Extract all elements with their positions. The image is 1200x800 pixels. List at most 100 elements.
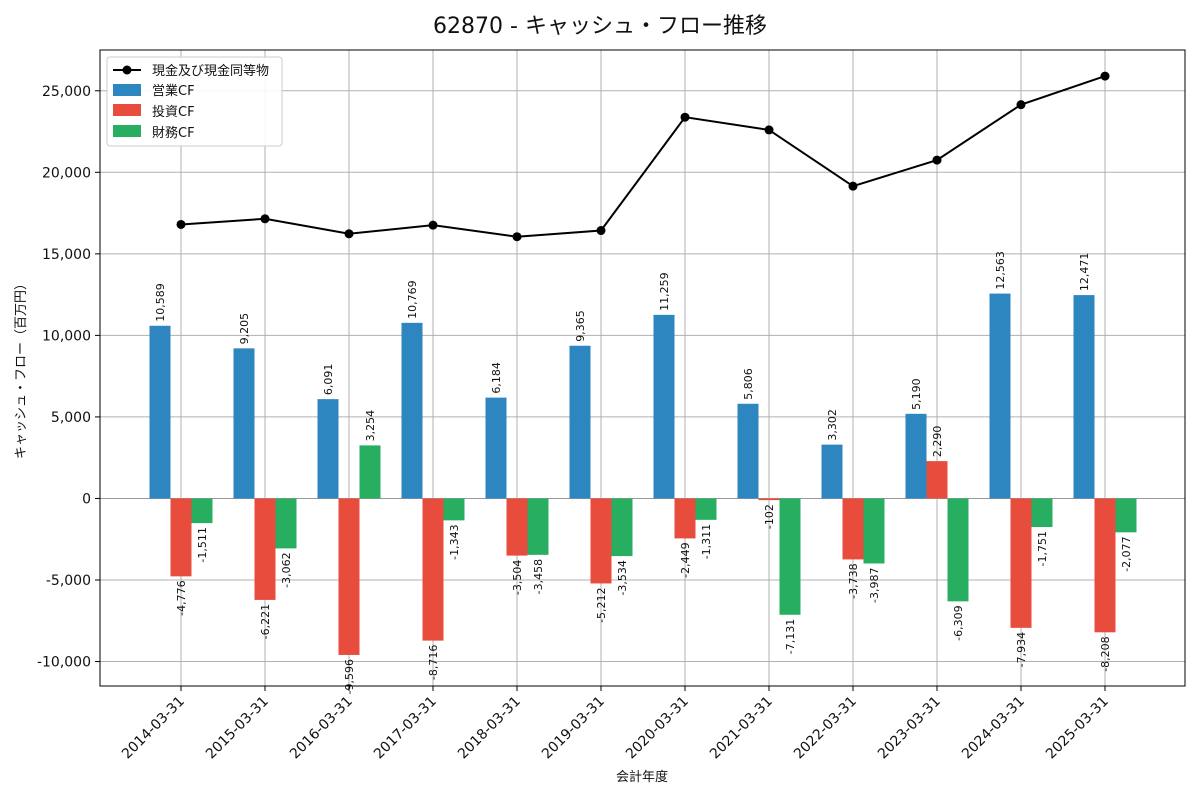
x-axis-label: 会計年度 xyxy=(616,769,668,785)
bar-label-financing: -3,534 xyxy=(616,560,629,595)
bar-label-investing: -6,221 xyxy=(259,604,272,639)
bar-label-operating: 6,184 xyxy=(490,362,503,394)
bar-label-financing: -1,751 xyxy=(1036,531,1049,566)
legend-swatch-operating xyxy=(113,84,141,96)
x-tick-label: 2014-03-31 xyxy=(119,694,188,763)
bar-operating xyxy=(317,399,339,499)
bar-financing xyxy=(527,498,549,555)
bar-operating xyxy=(821,444,843,499)
cash-point xyxy=(428,220,438,230)
bar-label-investing: -4,776 xyxy=(175,580,188,615)
bar-operating xyxy=(737,403,759,499)
bar-label-operating: 5,190 xyxy=(910,378,923,410)
x-tick-label: 2023-03-31 xyxy=(875,694,944,763)
bar-label-operating: 3,302 xyxy=(826,409,839,441)
cash-point xyxy=(596,226,606,236)
bar-financing xyxy=(779,498,801,615)
bar-label-operating: 12,563 xyxy=(994,251,1007,290)
bar-label-financing: -1,311 xyxy=(700,524,713,559)
x-tick-label: 2021-03-31 xyxy=(707,694,776,763)
bar-label-operating: 12,471 xyxy=(1078,253,1091,292)
y-tick-label: 25,000 xyxy=(42,84,91,100)
bar-label-financing: -7,131 xyxy=(784,619,797,654)
x-tick-label: 2020-03-31 xyxy=(623,694,692,763)
bar-operating xyxy=(1073,295,1095,499)
bar-label-investing: -5,212 xyxy=(595,587,608,622)
bar-operating xyxy=(569,345,591,499)
y-axis-label: キャッシュ・フロー（百万円） xyxy=(14,277,29,459)
bar-label-operating: 9,205 xyxy=(238,313,251,345)
bars xyxy=(149,293,1137,655)
cash-point xyxy=(932,155,942,165)
bar-investing xyxy=(590,498,612,584)
y-tick-label: 15,000 xyxy=(42,247,91,263)
chart-title: 62870 - キャッシュ・フロー推移 xyxy=(433,14,767,39)
y-tick-label: 5,000 xyxy=(51,410,91,426)
bar-label-operating: 9,365 xyxy=(574,310,587,342)
bar-investing xyxy=(1010,498,1032,628)
cash-point xyxy=(1100,71,1110,81)
bar-label-investing: -7,934 xyxy=(1015,632,1028,667)
bar-operating xyxy=(905,413,927,499)
cash-series-line xyxy=(180,75,1106,238)
legend-label-cash: 現金及び現金同等物 xyxy=(152,63,269,79)
bar-investing xyxy=(842,498,864,560)
bar-operating xyxy=(989,293,1011,499)
bar-label-investing: -102 xyxy=(763,504,776,529)
y-tick-label: 0 xyxy=(82,491,91,507)
cash-point xyxy=(680,112,690,122)
bar-operating xyxy=(233,348,255,499)
x-tick-label: 2018-03-31 xyxy=(455,694,524,763)
bar-investing xyxy=(170,498,192,577)
bar-financing xyxy=(1115,498,1137,533)
bar-label-investing: -2,449 xyxy=(679,542,692,577)
cash-point xyxy=(512,232,522,242)
legend-label-operating: 営業CF xyxy=(152,83,195,99)
legend-label-investing: 投資CF xyxy=(152,104,195,120)
bar-label-financing: -2,077 xyxy=(1120,536,1133,571)
x-tick-label: 2017-03-31 xyxy=(371,694,440,763)
cash-point xyxy=(260,214,270,224)
x-tick-label: 2016-03-31 xyxy=(287,694,356,763)
cash-point xyxy=(1016,100,1026,110)
bar-label-financing: -6,309 xyxy=(952,605,965,640)
bar-label-operating: 5,806 xyxy=(742,368,755,400)
cash-line xyxy=(176,71,1110,242)
legend-swatch-investing xyxy=(113,104,141,116)
x-tick-label: 2015-03-31 xyxy=(203,694,272,763)
bar-investing xyxy=(422,498,444,641)
bar-label-investing: -3,504 xyxy=(511,560,524,595)
bar-financing xyxy=(611,498,633,557)
bar-label-investing: -3,738 xyxy=(847,563,860,598)
bar-labels: 10,589 9,205 6,091 10,769 6,184 9,365 11,259 5,… xyxy=(154,251,1133,694)
y-tick-label: 10,000 xyxy=(42,328,91,344)
bar-financing xyxy=(695,498,717,520)
bar-financing xyxy=(443,498,465,521)
bar-operating xyxy=(401,322,423,499)
bar-financing xyxy=(947,498,969,602)
bar-financing xyxy=(359,445,381,499)
legend-box xyxy=(106,56,283,147)
bar-investing xyxy=(674,498,696,539)
cash-point xyxy=(848,181,858,191)
cash-point xyxy=(764,125,774,135)
bar-financing xyxy=(1031,498,1053,528)
bar-investing xyxy=(758,498,780,501)
bar-investing xyxy=(1094,498,1116,633)
bar-financing xyxy=(191,498,213,524)
x-tick-label: 2019-03-31 xyxy=(539,694,608,763)
legend-swatch-financing xyxy=(113,125,141,137)
bar-investing xyxy=(926,461,948,499)
bar-label-operating: 10,589 xyxy=(154,283,167,322)
y-tick-label: -5,000 xyxy=(46,573,91,589)
bar-label-operating: 6,091 xyxy=(322,364,335,396)
bar-label-operating: 11,259 xyxy=(658,272,671,311)
cash-point xyxy=(344,229,354,239)
bar-label-financing: -1,511 xyxy=(196,527,209,562)
bar-operating xyxy=(653,314,675,499)
y-tick-label: -10,000 xyxy=(37,655,91,671)
x-tick-label: 2025-03-31 xyxy=(1043,694,1112,763)
bar-label-operating: 10,769 xyxy=(406,280,419,319)
bar-label-financing: -3,458 xyxy=(532,559,545,594)
bar-label-financing: -1,343 xyxy=(448,524,461,559)
